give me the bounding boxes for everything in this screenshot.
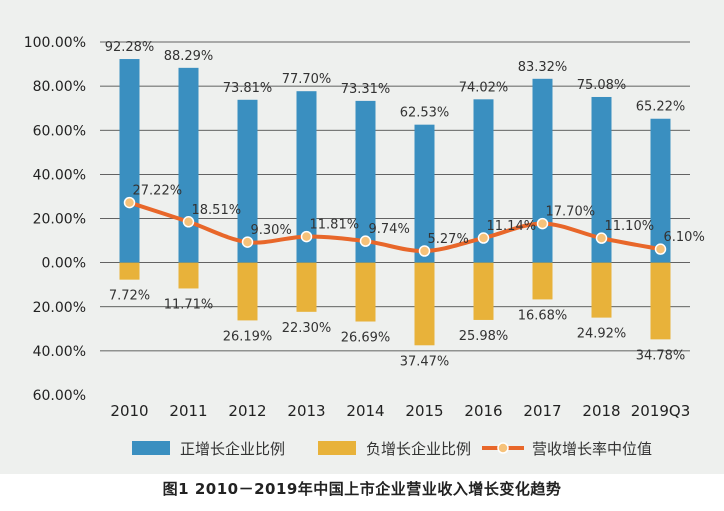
positive-bar-label: 74.02%	[459, 80, 509, 95]
negative-bar-label: 37.47%	[400, 354, 450, 369]
y-tick-label: 40.00%	[33, 167, 86, 183]
median-point-label: 27.22%	[133, 184, 183, 199]
legend-swatch-negative	[318, 441, 356, 455]
negative-bar-label: 7.72%	[109, 289, 150, 304]
negative-bar-label: 26.69%	[341, 331, 391, 346]
negative-bar-label: 25.98%	[459, 329, 509, 344]
median-point	[418, 245, 431, 257]
x-tick-label: 2013	[287, 402, 325, 420]
negative-bar-label: 16.68%	[518, 308, 568, 323]
positive-bar-label: 62.53%	[400, 106, 450, 121]
positive-bar-label: 73.31%	[341, 82, 391, 97]
median-point	[536, 217, 549, 230]
y-tick-label: 80.00%	[33, 79, 86, 95]
legend-swatch-marker	[497, 442, 509, 454]
median-point-label: 6.10%	[664, 230, 705, 245]
positive-bar	[591, 96, 612, 263]
x-tick-label: 2016	[464, 402, 502, 420]
median-point-label: 11.14%	[487, 219, 537, 234]
legend-swatch-positive	[132, 441, 170, 455]
positive-bar-label: 73.81%	[223, 81, 273, 96]
median-point	[595, 232, 608, 244]
negative-bar	[237, 262, 258, 321]
x-tick-label: 2019Q3	[631, 402, 691, 420]
median-point-label: 5.27%	[428, 232, 469, 247]
negative-bar	[473, 262, 494, 320]
median-point	[241, 236, 254, 248]
x-tick-label: 2017	[523, 402, 561, 420]
positive-bar-label: 75.08%	[577, 78, 627, 93]
median-point	[182, 216, 195, 228]
negative-bar-label: 26.19%	[223, 329, 273, 344]
positive-bar-label: 77.70%	[282, 72, 332, 87]
chart: 100.00% 80.00% 60.00% 40.00% 20.00% 0.00% 20.0…	[24, 35, 705, 458]
negative-bar	[591, 262, 612, 318]
positive-bar	[414, 124, 435, 263]
y-tick-label: 20.00%	[33, 212, 86, 228]
median-point	[300, 230, 313, 243]
bars	[119, 59, 671, 346]
median-point-label: 17.70%	[546, 205, 596, 220]
negative-bar	[532, 262, 553, 300]
median-point	[123, 196, 136, 209]
x-tick-label: 2015	[405, 402, 443, 420]
positive-bar	[532, 78, 553, 263]
x-tick-label: 2012	[228, 402, 266, 420]
negative-bar	[414, 262, 435, 346]
positive-bar-label: 65.22%	[636, 100, 686, 115]
positive-bar-label: 92.28%	[105, 40, 155, 55]
legend-label-line: 营收增长率中位值	[532, 440, 652, 458]
median-point-label: 11.10%	[605, 219, 655, 234]
y-tick-label: 20.00%	[33, 300, 86, 316]
median-point-label: 9.74%	[369, 222, 410, 237]
negative-bar-label: 34.78%	[636, 348, 686, 363]
negative-bar-label: 22.30%	[282, 321, 332, 336]
positive-bar	[296, 91, 317, 263]
legend-label-positive: 正增长企业比例	[180, 440, 285, 458]
y-tick-label: 60.00%	[33, 388, 86, 404]
negative-bar-label: 24.92%	[577, 327, 627, 342]
negative-bar-label: 11.71%	[164, 297, 214, 312]
x-tick-label: 2010	[110, 402, 148, 420]
negative-bar	[355, 262, 376, 322]
median-line	[127, 200, 663, 253]
x-tick-label: 2014	[346, 402, 384, 420]
x-tick-label: 2011	[169, 402, 207, 420]
x-axis-ticks: 2010 2011 2012 2013 2014 2015 2016 2017 2018 2019…	[110, 402, 690, 420]
median-point-label: 18.51%	[192, 203, 242, 218]
legend: 正增长企业比例 负增长企业比例 营收增长率中位值	[132, 440, 652, 458]
bar-labels: 92.28% 88.29% 73.81% 77.70% 73.31% 62.53% 74.0…	[105, 40, 686, 369]
y-tick-label: 60.00%	[33, 123, 86, 139]
chart-panel: 100.00% 80.00% 60.00% 40.00% 20.00% 0.00% 20.0…	[0, 0, 724, 474]
y-tick-label: 0.00%	[42, 256, 86, 272]
y-tick-label: 100.00%	[24, 35, 86, 51]
median-point	[654, 243, 667, 255]
y-tick-label: 40.00%	[33, 344, 86, 360]
positive-bar	[355, 100, 376, 263]
negative-bar	[650, 262, 671, 340]
negative-bar	[178, 262, 199, 289]
negative-bar	[296, 262, 317, 312]
figure-caption: 图1 2010－2019年中国上市企业营业收入增长变化趋势	[162, 480, 562, 498]
positive-bar	[119, 59, 140, 263]
x-tick-label: 2018	[582, 402, 620, 420]
positive-bar	[650, 118, 671, 263]
y-axis-ticks: 100.00% 80.00% 60.00% 40.00% 20.00% 0.00% 20.0…	[24, 35, 86, 404]
median-point-label: 11.81%	[310, 218, 360, 233]
positive-bar-label: 83.32%	[518, 60, 568, 75]
positive-bar	[178, 67, 199, 263]
negative-bar	[119, 262, 140, 280]
median-point	[477, 232, 490, 244]
median-point-label: 9.30%	[251, 223, 292, 238]
median-line-series: 27.22% 18.51% 9.30% 11.81% 9.74% 5.27% 11.14% 1…	[123, 184, 705, 257]
median-point	[359, 235, 372, 247]
positive-bar	[473, 99, 494, 263]
positive-bar-label: 88.29%	[164, 49, 214, 64]
positive-bar	[237, 99, 258, 263]
legend-label-negative: 负增长企业比例	[366, 440, 471, 458]
